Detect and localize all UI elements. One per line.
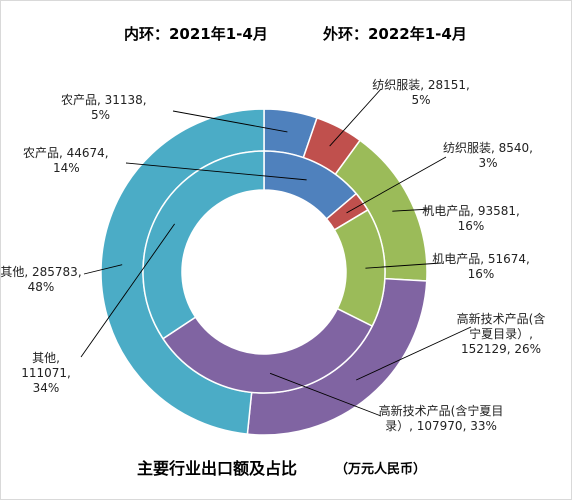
outer-leader-electro: [392, 208, 432, 212]
inner-ring: [142, 150, 386, 394]
inner-label-other: 其他, 111071, 34%: [21, 351, 71, 395]
data-labels: 农产品, 31138, 5% 纺织服装, 28151, 5% 机电产品, 93581, 1…: [1, 78, 545, 433]
inner-leader-electro: [365, 262, 442, 269]
inner-slice-hightech: [161, 307, 374, 394]
inner-slice-other: [142, 150, 265, 340]
outer-label-electro: 机电产品, 93581, 16%: [422, 204, 520, 233]
outer-leader-hightech: [356, 326, 472, 381]
inner-leader-agri: [125, 162, 307, 181]
chart-unit: （万元人民币）: [335, 462, 427, 477]
chart-title: 主要行业出口额及占比: [137, 459, 298, 478]
inner-label-textile: 纺织服装, 8540, 3%: [443, 141, 533, 170]
inner-leader-textile: [346, 156, 447, 214]
inner-leader-other: [80, 223, 175, 358]
inner-ring-caption: 内环：2021年1-4月: [124, 25, 268, 43]
inner-label-hightech: 高新技术产品(含宁夏目录）, 107970, 33%: [379, 403, 504, 433]
inner-label-electro: 机电产品, 51674, 16%: [432, 252, 530, 281]
outer-ring-caption: 外环：2022年1-4月: [323, 25, 467, 43]
outer-leader-other: [83, 264, 123, 275]
inner-leader-hightech: [269, 372, 382, 417]
outer-label-agri: 农产品, 31138, 5%: [61, 93, 147, 122]
outer-leader-textile: [329, 88, 382, 147]
leader-lines: [80, 88, 472, 417]
outer-label-other: 其他, 285783, 48%: [1, 265, 82, 294]
outer-label-hightech: 高新技术产品(含宁夏目录）, 152129, 26%: [457, 311, 546, 356]
outer-leader-agri: [172, 110, 288, 133]
inner-label-agri: 农产品, 44674, 14%: [23, 146, 109, 175]
outer-label-textile: 纺织服装, 28151, 5%: [372, 78, 470, 107]
